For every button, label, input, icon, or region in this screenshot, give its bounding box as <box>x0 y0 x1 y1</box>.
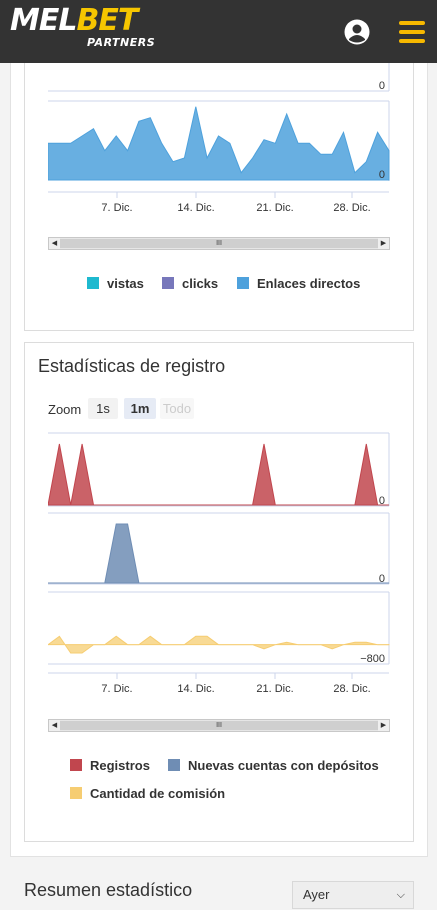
logo-subtitle: PARTNERS <box>87 36 156 49</box>
hamburger-menu-icon[interactable] <box>399 21 425 43</box>
scroll-left-icon[interactable]: ◀ <box>49 238 60 249</box>
user-circle-icon[interactable] <box>344 19 370 45</box>
x-tick-label: 21. Dic. <box>256 202 293 214</box>
depositos-axis-value: 0 <box>379 573 385 585</box>
legend-item-enlaces-directos[interactable]: Enlaces directos <box>237 276 360 291</box>
registration-chart: 0 0 −800 7. Dic. 14. Dic. 21. Dic. 28. D… <box>48 432 390 695</box>
comision-axis-value: −800 <box>360 653 385 665</box>
summary-title: Resumen estadístico <box>24 880 193 900</box>
scroll-left-icon[interactable]: ◀ <box>49 720 60 731</box>
traffic-chart-legend: vistas clicks Enlaces directos <box>87 276 387 296</box>
x-tick-marks <box>116 192 353 198</box>
nuevas-cuentas-area <box>48 523 389 584</box>
x-tick-label: 7. Dic. <box>101 683 132 695</box>
traffic-chart-scrollbar[interactable]: ◀ III ▶ <box>48 237 390 250</box>
legend-swatch <box>168 759 180 771</box>
x-tick-marks <box>116 673 353 679</box>
legend-item-nuevas-cuentas[interactable]: Nuevas cuentas con depósitos <box>168 758 379 773</box>
zoom-all-button[interactable]: Todo <box>160 398 194 419</box>
registration-chart-legend: Registros Nuevas cuentas con depósitos C… <box>70 758 390 806</box>
scroll-right-icon[interactable]: ▶ <box>378 238 389 249</box>
registration-stats-title: Estadísticas de registro <box>38 356 226 376</box>
logo-text-white: MEL <box>10 3 77 38</box>
legend-swatch <box>87 277 99 289</box>
registros-area <box>48 443 389 506</box>
legend-swatch <box>70 759 82 771</box>
registros-axis-value: 0 <box>379 495 385 507</box>
logo-text-yellow: BET <box>76 3 138 38</box>
zoom-controls: Zoom 1s 1m Todo <box>48 398 208 420</box>
legend-item-registros[interactable]: Registros <box>70 758 150 773</box>
legend-swatch <box>237 277 249 289</box>
zoom-1m-button[interactable]: 1m <box>124 398 156 419</box>
cantidad-comision-area <box>48 635 390 654</box>
x-tick-label: 28. Dic. <box>333 683 370 695</box>
melbet-partners-logo[interactable]: MELBET PARTNERS <box>10 2 155 49</box>
scrollbar-thumb[interactable]: III <box>60 721 378 730</box>
scroll-right-icon[interactable]: ▶ <box>378 720 389 731</box>
period-select-value: Ayer <box>303 887 330 902</box>
x-tick-label: 7. Dic. <box>101 202 132 214</box>
zoom-label: Zoom <box>48 402 82 417</box>
main-pane-axis-value: 0 <box>379 169 385 181</box>
zoom-1s-button[interactable]: 1s <box>88 398 118 419</box>
legend-item-vistas[interactable]: vistas <box>87 276 144 291</box>
chevron-down-icon: ⌵ <box>396 889 405 901</box>
x-tick-label: 14. Dic. <box>177 683 214 695</box>
x-tick-label: 14. Dic. <box>177 202 214 214</box>
legend-item-clicks[interactable]: clicks <box>162 276 218 291</box>
legend-swatch <box>162 277 174 289</box>
x-tick-label: 28. Dic. <box>333 202 370 214</box>
registration-chart-scrollbar[interactable]: ◀ III ▶ <box>48 719 390 732</box>
legend-swatch <box>70 787 82 799</box>
period-select[interactable]: Ayer ⌵ <box>292 881 414 909</box>
scrollbar-thumb[interactable]: III <box>60 239 378 248</box>
top-header: MELBET PARTNERS <box>0 0 437 63</box>
legend-item-cantidad-comision[interactable]: Cantidad de comisión <box>70 786 225 801</box>
enlaces-directos-area <box>48 106 390 181</box>
x-tick-label: 21. Dic. <box>256 683 293 695</box>
traffic-chart: 0 0 7. Dic. 14. Dic. 21. Dic. 28. Dic. <box>48 63 390 214</box>
top-pane-axis-value: 0 <box>379 80 385 92</box>
